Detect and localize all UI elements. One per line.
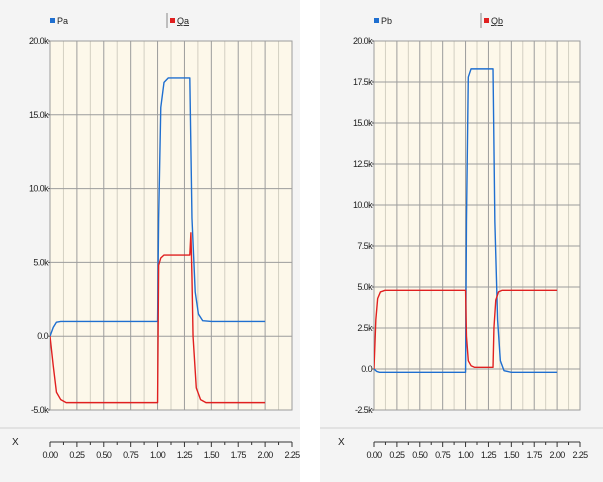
chart-svg-left: 20.0k 15.0k 10.0k 5.0k 0.0 -5.0k X 0.00 0.25 0.50…: [0, 13, 300, 460]
legend-label[interactable]: Qb: [491, 16, 503, 26]
y-tick-label: -2.5k: [355, 405, 373, 415]
y-tick-label: -5.0k: [31, 405, 49, 415]
series-line-pa: [50, 77, 266, 337]
x-tick-label: 1.75: [231, 450, 247, 460]
y-tick-label: 5.0k: [357, 282, 373, 292]
x-tick-label: 0.75: [123, 450, 139, 460]
y-tick-label: 2.5k: [357, 323, 373, 333]
x-tick-label: 1.00: [458, 450, 474, 460]
x-tick-label: 2.25: [284, 450, 300, 460]
x-tick-label: 0.00: [42, 450, 58, 460]
x-tick-label: 0.25: [389, 450, 405, 460]
y-tick-label: 20.0k: [353, 36, 373, 46]
y-tick-label: 0.0: [37, 331, 48, 341]
x-tick-label: 1.50: [204, 450, 220, 460]
legend-swatch: [50, 18, 55, 23]
x-tick-label: 0.50: [412, 450, 428, 460]
x-tick-label: 2.00: [258, 450, 274, 460]
chart-svg-right: 20.0k 17.5k 15.0k 12.5k 10.0k 7.5k 5.0k 2.5k 0.0…: [320, 13, 603, 460]
y-tick-label: 12.5k: [353, 159, 373, 169]
y-tick-label: 5.0k: [33, 257, 49, 267]
x-tick-label: 2.00: [550, 450, 566, 460]
y-tick-label: 7.5k: [357, 241, 373, 251]
x-tick-label: 2.25: [572, 450, 588, 460]
chart-panel-right: 20.0k 17.5k 15.0k 12.5k 10.0k 7.5k 5.0k 2.5k 0.0…: [320, 0, 603, 482]
legend-swatch: [170, 18, 175, 23]
series-line-qb: [374, 289, 558, 370]
legend-label[interactable]: Pb: [381, 16, 392, 26]
series-line-qa: [50, 232, 266, 404]
chart-panel-left: 20.0k 15.0k 10.0k 5.0k 0.0 -5.0k X 0.00 0.25 0.50…: [0, 0, 315, 482]
y-tick-label: 15.0k: [353, 118, 373, 128]
y-tick-label: 10.0k: [353, 200, 373, 210]
x-tick-label: 1.50: [504, 450, 520, 460]
y-tick-label: 0.0: [361, 364, 372, 374]
legend-label[interactable]: Pa: [57, 16, 68, 26]
x-tick-label: 0.75: [435, 450, 451, 460]
x-axis-label: X: [338, 437, 345, 448]
x-axis-label: X: [12, 437, 19, 448]
x-tick-label: 1.00: [150, 450, 166, 460]
y-tick-label: 20.0k: [29, 36, 49, 46]
legend-label[interactable]: Qa: [177, 16, 189, 26]
legend-swatch: [484, 18, 489, 23]
legend-swatch: [374, 18, 379, 23]
panel-divider: [300, 0, 320, 482]
x-tick-label: 0.25: [69, 450, 85, 460]
series-line-pb: [374, 68, 558, 373]
y-tick-label: 15.0k: [29, 110, 49, 120]
x-tick-label: 1.75: [527, 450, 543, 460]
y-tick-label: 10.0k: [29, 184, 49, 194]
x-tick-label: 0.50: [96, 450, 112, 460]
x-tick-label: 1.25: [481, 450, 497, 460]
x-tick-label: 0.00: [366, 450, 382, 460]
x-tick-label: 1.25: [177, 450, 193, 460]
y-tick-label: 17.5k: [353, 77, 373, 87]
